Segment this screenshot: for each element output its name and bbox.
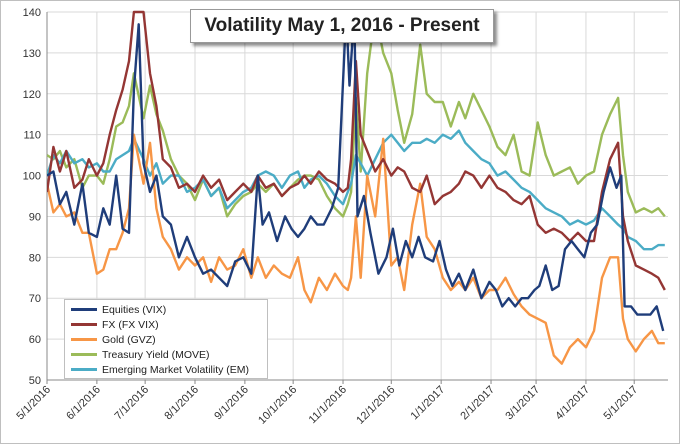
legend-swatch [71, 368, 97, 371]
x-tick-label: 4/1/2017 [553, 384, 592, 423]
y-tick-label: 50 [29, 375, 41, 387]
y-tick-label: 70 [29, 293, 41, 305]
y-tick-label: 110 [23, 130, 41, 142]
legend-item: FX (FX VIX) [71, 317, 267, 332]
legend-item: Gold (GVZ) [71, 332, 267, 347]
y-tick-label: 140 [23, 7, 41, 19]
x-tick-label: 12/1/2016 [354, 384, 397, 427]
series-line-gold-gvz [47, 133, 665, 365]
legend-item: Emerging Market Volatility (EM) [71, 362, 267, 377]
legend-label: Equities (VIX) [102, 303, 167, 316]
chart-title: Volatility May 1, 2016 - Present [190, 9, 494, 43]
legend-label: Emerging Market Volatility (EM) [102, 363, 250, 376]
x-tick-label: 2/1/2017 [458, 384, 497, 423]
x-tick-label: 10/1/2016 [256, 384, 299, 427]
y-tick-label: 130 [23, 48, 41, 60]
legend-item: Equities (VIX) [71, 302, 267, 317]
legend-swatch [71, 338, 97, 341]
legend-swatch [71, 323, 97, 326]
x-tick-label: 8/1/2016 [162, 384, 201, 423]
legend-label: Gold (GVZ) [102, 333, 156, 346]
x-tick-label: 3/1/2017 [503, 384, 542, 423]
y-tick-label: 100 [23, 171, 41, 183]
series-lines [47, 10, 666, 365]
legend-label: Treasury Yield (MOVE) [102, 348, 210, 361]
x-tick-label: 6/1/2016 [64, 384, 103, 423]
y-tick-label: 120 [23, 89, 41, 101]
x-tick-label: 5/1/2016 [14, 384, 53, 423]
legend-item: Treasury Yield (MOVE) [71, 347, 267, 362]
legend-label: FX (FX VIX) [102, 318, 159, 331]
series-line-treasury-yield-move [47, 10, 666, 218]
y-tick-label: 80 [29, 252, 41, 264]
legend-swatch [71, 308, 97, 311]
x-tick-label: 9/1/2016 [212, 384, 251, 423]
series-line-fx-fx-vix [47, 10, 666, 291]
legend: Equities (VIX) FX (FX VIX) Gold (GVZ) Treas… [64, 299, 268, 379]
series-line-equities-vix [47, 10, 665, 332]
x-tick-label: 5/1/2017 [602, 384, 641, 423]
x-tick-label: 1/1/2017 [409, 384, 448, 423]
x-tick-label: 11/1/2016 [307, 384, 350, 427]
x-tick-label: 7/1/2016 [112, 384, 151, 423]
legend-swatch [71, 353, 97, 356]
y-tick-label: 60 [29, 334, 41, 346]
y-tick-label: 90 [29, 211, 41, 223]
